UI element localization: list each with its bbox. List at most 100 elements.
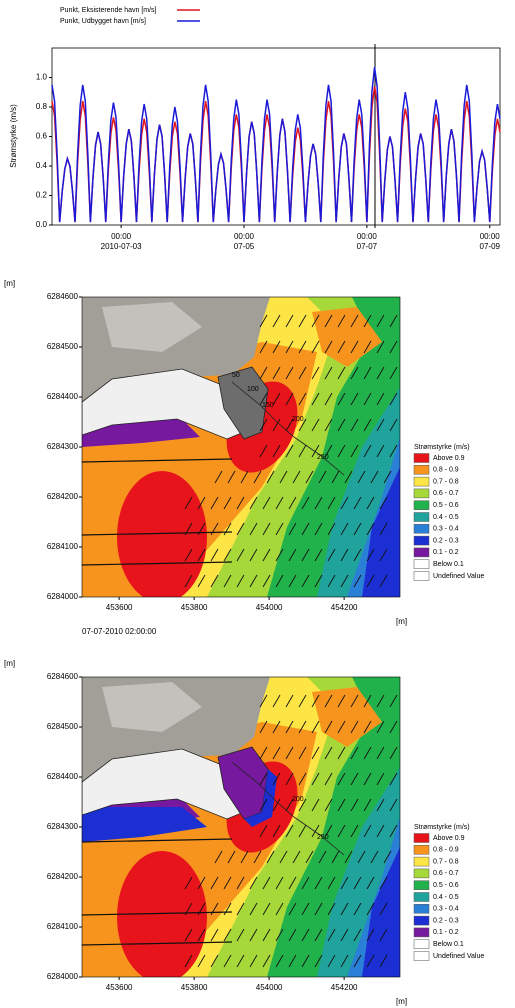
map-title: 07-07-2010 02:00:00 — [82, 627, 157, 636]
y-tick-label: 6284400 — [47, 772, 79, 781]
legend-swatch — [414, 845, 429, 854]
legend-label: 0.1 - 0.2 — [433, 549, 459, 556]
x-tick-label: 07-07 — [357, 242, 378, 251]
y-tick-label: 0.2 — [36, 191, 48, 200]
legend-swatch — [414, 548, 429, 557]
y-tick-label: 6284500 — [47, 722, 79, 731]
x-tick-label: 453600 — [106, 603, 133, 612]
x-tick-label: 00:00 — [357, 232, 378, 241]
legend-label: 0.5 - 0.6 — [433, 882, 459, 889]
legend-label: 0.6 - 0.7 — [433, 490, 459, 497]
legend-swatch — [414, 536, 429, 545]
y-tick-label: 6284100 — [47, 542, 79, 551]
x-axis-unit: [m] — [396, 997, 407, 1006]
y-tick-label: 6284200 — [47, 492, 79, 501]
legend-label: 0.6 - 0.7 — [433, 870, 459, 877]
figure: 0.0 0.2 0.4 0.6 0.8 1.0 Strømstyrke (m/s) 00:00… — [0, 0, 515, 1008]
legend-swatch — [414, 834, 429, 843]
y-tick-label: 0.6 — [36, 132, 48, 141]
legend-label: 0.7 - 0.8 — [433, 478, 459, 485]
y-tick-label: 6284600 — [47, 672, 79, 681]
legend-label: 0.2 - 0.3 — [433, 537, 459, 544]
legend-swatch — [414, 477, 429, 486]
legend-label: Below 0.1 — [433, 561, 464, 568]
x-tick-label: 454200 — [331, 603, 358, 612]
y-axis-label: Strømstyrke (m/s) — [9, 104, 18, 168]
legend-swatch — [414, 572, 429, 581]
y-tick-label: 0.8 — [36, 102, 48, 111]
x-tick-label: 453800 — [181, 603, 208, 612]
x-tick-label: 2010-07-03 — [101, 242, 142, 251]
contour-label: 250 — [317, 454, 329, 461]
legend-swatch — [414, 916, 429, 925]
legend-swatch — [414, 524, 429, 533]
y-tick-label: 6284300 — [47, 442, 79, 451]
y-tick-label: 1.0 — [36, 73, 48, 82]
x-tick-label: 453600 — [106, 983, 133, 992]
legend-label: Below 0.1 — [433, 941, 464, 948]
y-tick-label: 6284300 — [47, 822, 79, 831]
contour-label: 50 — [232, 372, 240, 379]
legend-swatch — [414, 928, 429, 937]
contour-label: 100 — [247, 386, 259, 393]
legend-swatch — [414, 869, 429, 878]
x-tick-label: 07-05 — [234, 242, 255, 251]
legend-label: 0.4 - 0.5 — [433, 514, 459, 521]
contour-band — [117, 471, 207, 603]
legend-label: Above 0.9 — [433, 835, 465, 842]
y-tick-label: 6284600 — [47, 292, 79, 301]
legend-label: Above 0.9 — [433, 455, 465, 462]
map-field — [82, 677, 400, 983]
legend-swatch — [414, 513, 429, 522]
y-tick-label: 6284200 — [47, 872, 79, 881]
legend-label: Undefined Value — [433, 573, 484, 580]
x-tick-label: 453800 — [181, 983, 208, 992]
x-tick-label: 00:00 — [234, 232, 255, 241]
legend-swatch — [414, 560, 429, 569]
y-tick-label: 0.0 — [36, 220, 48, 229]
y-axis-unit: [m] — [4, 659, 15, 668]
x-tick-label: 07-09 — [480, 242, 501, 251]
x-tick-label: 454200 — [331, 983, 358, 992]
legend-label: 0.1 - 0.2 — [433, 929, 459, 936]
legend-swatch — [414, 881, 429, 890]
y-axis-unit: [m] — [4, 279, 15, 288]
legend-label: 0.8 - 0.9 — [433, 847, 459, 854]
legend-title: Strømstyrke (m/s) — [414, 824, 470, 831]
legend-label: 0.5 - 0.6 — [433, 502, 459, 509]
legend-label: Punkt, Eksisterende havn [m/s] — [60, 7, 157, 14]
legend-swatch — [414, 952, 429, 961]
contour-label: 200 — [292, 796, 304, 803]
contour-label: 150 — [262, 402, 274, 409]
legend-swatch — [414, 857, 429, 866]
x-tick-label: 00:00 — [480, 232, 501, 241]
x-tick-label: 454000 — [256, 983, 283, 992]
x-tick-label: 00:00 — [111, 232, 132, 241]
legend-label: Punkt, Udbygget havn [m/s] — [60, 18, 146, 25]
y-tick-label: 6284000 — [47, 972, 79, 981]
legend-swatch — [414, 904, 429, 913]
contour-label: 200 — [292, 416, 304, 423]
x-axis-unit: [m] — [396, 617, 407, 626]
legend-label: 0.2 - 0.3 — [433, 917, 459, 924]
map-field — [82, 297, 400, 603]
legend-swatch — [414, 501, 429, 510]
legend-swatch — [414, 465, 429, 474]
legend-label: 0.7 - 0.8 — [433, 858, 459, 865]
legend-swatch — [414, 940, 429, 949]
y-tick-label: 6284400 — [47, 392, 79, 401]
legend-label: 0.4 - 0.5 — [433, 894, 459, 901]
legend-label: 0.8 - 0.9 — [433, 467, 459, 474]
y-tick-label: 6284500 — [47, 342, 79, 351]
legend-title: Strømstyrke (m/s) — [414, 444, 470, 451]
y-tick-label: 0.4 — [36, 161, 48, 170]
legend-label: 0.3 - 0.4 — [433, 906, 459, 913]
y-tick-label: 6284100 — [47, 922, 79, 931]
x-tick-label: 454000 — [256, 603, 283, 612]
legend-swatch — [414, 893, 429, 902]
y-tick-label: 6284000 — [47, 592, 79, 601]
contour-label: 250 — [317, 834, 329, 841]
legend-swatch — [414, 489, 429, 498]
legend-swatch — [414, 454, 429, 463]
legend-label: Undefined Value — [433, 953, 484, 960]
